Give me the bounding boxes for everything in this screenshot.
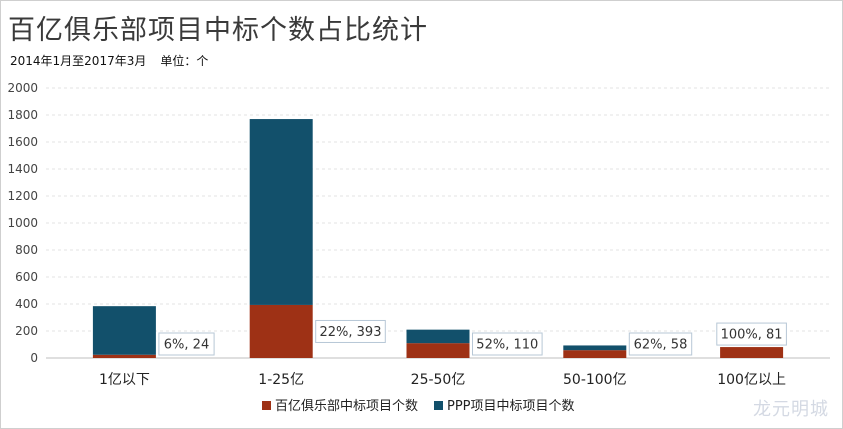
subtitle-unit: 单位：个: [160, 54, 209, 68]
bar-segment-ppp: [92, 306, 156, 355]
bar-segment-ppp: [406, 329, 470, 344]
chart-subtitle: 2014年1月至2017年3月 单位：个: [10, 52, 222, 69]
legend-label: 百亿俱乐部中标项目个数: [275, 399, 418, 414]
bar-segment-club: [563, 350, 627, 358]
y-tick-label: 1800: [7, 108, 38, 122]
bar-segment-club: [92, 354, 156, 358]
data-label: 22%, 393: [320, 325, 382, 340]
x-category-label: 25-50亿: [411, 372, 466, 388]
bar-segment-club: [720, 347, 784, 358]
data-label: 52%, 110: [476, 338, 538, 353]
y-tick-label: 1200: [7, 189, 38, 203]
data-label: 100%, 81: [721, 328, 783, 343]
y-tick-label: 400: [15, 297, 38, 311]
data-labels: 6%, 24 22%, 393 52%, 110 62%, 58 100%, 81: [158, 319, 787, 356]
subtitle-period: 2014年1月至2017年3月: [10, 54, 147, 68]
bar-segment-club: [249, 304, 313, 358]
legend-swatch: [262, 401, 271, 410]
y-tick-label: 1000: [7, 216, 38, 230]
x-category-label: 50-100亿: [563, 372, 627, 388]
y-tick-label: 200: [15, 324, 38, 338]
y-tick-label: 1400: [7, 162, 38, 176]
data-label: 6%, 24: [164, 338, 209, 353]
bar-segment-ppp: [563, 345, 627, 351]
data-label-box: [158, 332, 215, 356]
data-label-box: [716, 322, 787, 346]
bar-segment-club: [406, 343, 470, 358]
legend: 百亿俱乐部中标项目个数 PPP项目中标项目个数: [262, 399, 575, 414]
x-category-label: 1-25亿: [258, 372, 304, 388]
legend-swatch: [434, 401, 443, 410]
chart-title: 百亿俱乐部项目中标个数占比统计: [8, 15, 428, 46]
y-axis-ticks: 0 200 400 600 800 1000 1200 1400 1600 1800 2000: [7, 81, 38, 365]
y-tick-label: 800: [15, 243, 38, 257]
data-label: 62%, 58: [634, 338, 688, 353]
data-label-box: [315, 319, 386, 343]
watermark: 龙元明城: [753, 399, 829, 420]
data-label-box: [628, 332, 693, 356]
x-axis-categories: 1亿以下 1-25亿 25-50亿 50-100亿 100亿以上: [99, 372, 786, 388]
x-category-label: 100亿以上: [717, 372, 786, 388]
bar-segment-ppp: [249, 119, 313, 305]
y-tick-label: 0: [30, 351, 38, 365]
y-tick-label: 1600: [7, 135, 38, 149]
bars: [92, 119, 784, 358]
y-tick-label: 600: [15, 270, 38, 284]
x-category-label: 1亿以下: [99, 372, 150, 388]
legend-label: PPP项目中标项目个数: [447, 399, 575, 414]
data-label-box: [472, 332, 543, 356]
gridlines: [46, 87, 830, 359]
y-tick-label: 2000: [7, 81, 38, 95]
